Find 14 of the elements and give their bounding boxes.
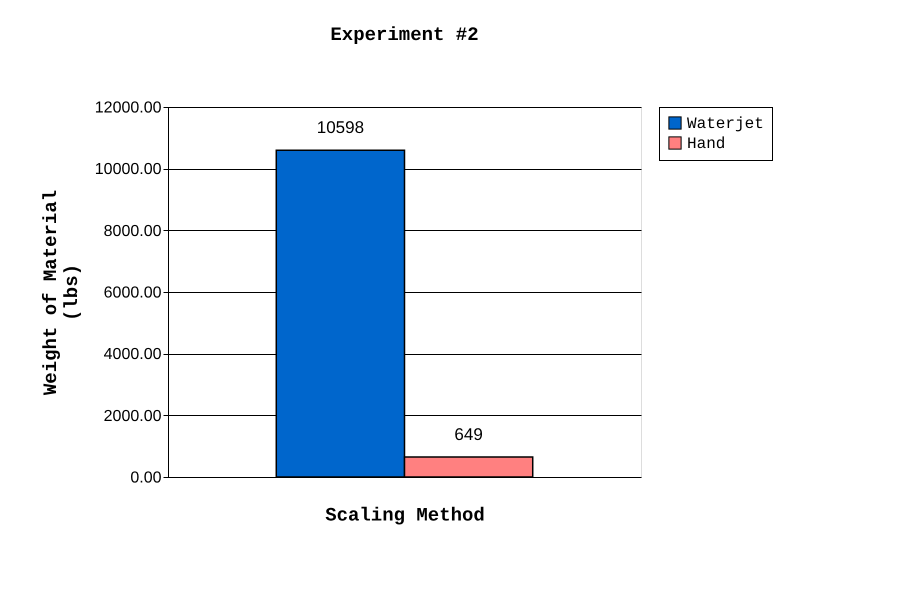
y-tick-label: 2000.00 — [104, 408, 162, 425]
data-label: 649 — [454, 424, 483, 444]
y-tick-label: 10000.00 — [94, 161, 162, 178]
y-axis-title: Weight of Material (lbs) — [40, 190, 83, 396]
y-tick-label: 6000.00 — [104, 284, 162, 302]
x-axis-title: Scaling Method — [325, 504, 485, 526]
legend-label: Hand — [687, 135, 726, 153]
legend-label: Waterjet — [687, 115, 764, 133]
data-label: 10598 — [316, 118, 364, 138]
chart-title: Experiment #2 — [330, 24, 479, 46]
y-tick-label: 12000.00 — [94, 100, 162, 116]
y-tick-label: 0.00 — [130, 470, 162, 486]
y-tick-label: 4000.00 — [104, 346, 162, 364]
y-tick-label: 8000.00 — [104, 222, 162, 240]
